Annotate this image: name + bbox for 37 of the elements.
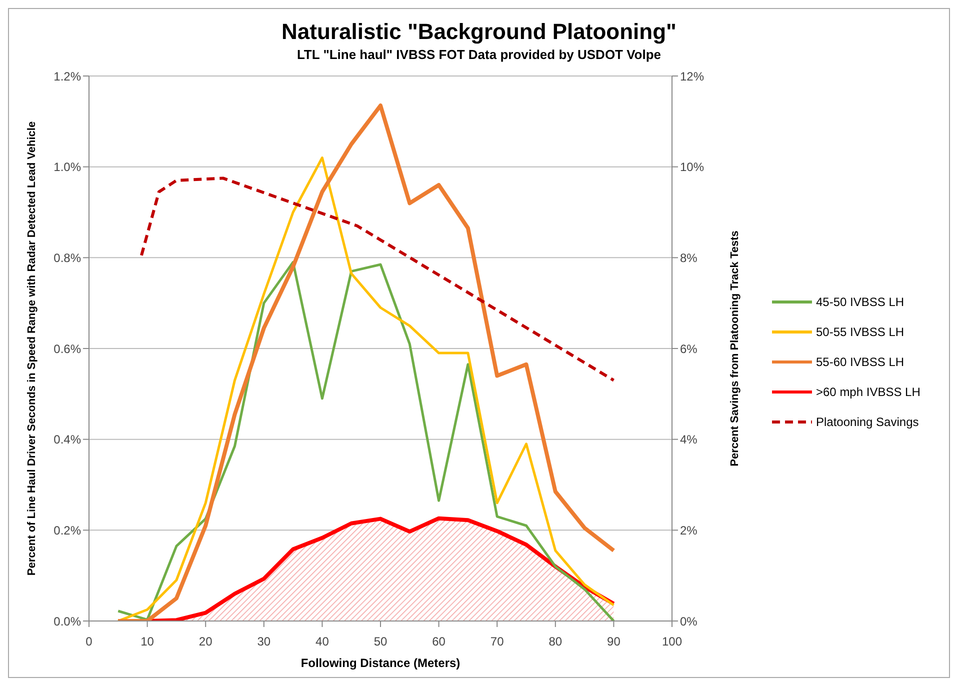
x-tick-label: 0 — [86, 634, 93, 649]
y2-tick-label: 8% — [680, 250, 698, 265]
y2-tick-label: 12% — [680, 69, 704, 84]
legend-label: 45-50 IVBSS LH — [816, 294, 904, 308]
y-tick-label: 1.2% — [54, 69, 82, 84]
x-axis-title: Following Distance (Meters) — [300, 656, 460, 670]
y-tick-label: 1.0% — [54, 160, 82, 174]
chart-title: Naturalistic "Background Platooning" — [280, 19, 678, 45]
x-tick-label: 50 — [374, 634, 388, 649]
legend-label: >60 mph IVBSS LH — [816, 384, 920, 398]
x-tick-label: 10 — [140, 634, 154, 649]
y2-tick-label: 4% — [680, 432, 698, 447]
y2-tick-label: 0% — [680, 614, 698, 628]
x-tick-label: 40 — [316, 634, 330, 649]
y-tick-label: 0.4% — [54, 432, 82, 447]
y-axis-title: Percent of Line Haul Driver Seconds in Speed Range with Radar Detected Lead Vehicle — [26, 121, 38, 576]
chart-subtitle: LTL "Line haul" IVBSS FOT Data provided by USDOT Volpe — [296, 47, 662, 62]
x-tick-label: 30 — [257, 634, 271, 649]
x-tick-label: 80 — [548, 634, 562, 649]
line-series — [116, 260, 615, 621]
x-tick-label: 100 — [662, 634, 682, 649]
legend-label: 50-55 IVBSS LH — [816, 324, 904, 338]
legend-label: 55-60 IVBSS LH — [816, 354, 904, 368]
y2-tick-label: 2% — [680, 523, 698, 538]
y-tick-label: 0.6% — [54, 342, 82, 356]
y2-axis-title: Percent Savings from Platooning Track Tests — [728, 230, 741, 466]
x-tick-label: 90 — [607, 634, 621, 649]
y-tick-label: 0.8% — [54, 250, 82, 265]
x-tick-label: 60 — [432, 634, 446, 649]
y2-tick-label: 6% — [680, 342, 698, 356]
legend-label: Platooning Savings — [816, 414, 919, 428]
x-tick-label: 70 — [490, 634, 504, 649]
y-tick-label: 0.2% — [54, 523, 82, 538]
line-series — [140, 176, 616, 382]
y2-tick-label: 10% — [680, 160, 704, 174]
y-tick-label: 0.0% — [54, 614, 82, 628]
x-tick-label: 20 — [198, 634, 213, 649]
